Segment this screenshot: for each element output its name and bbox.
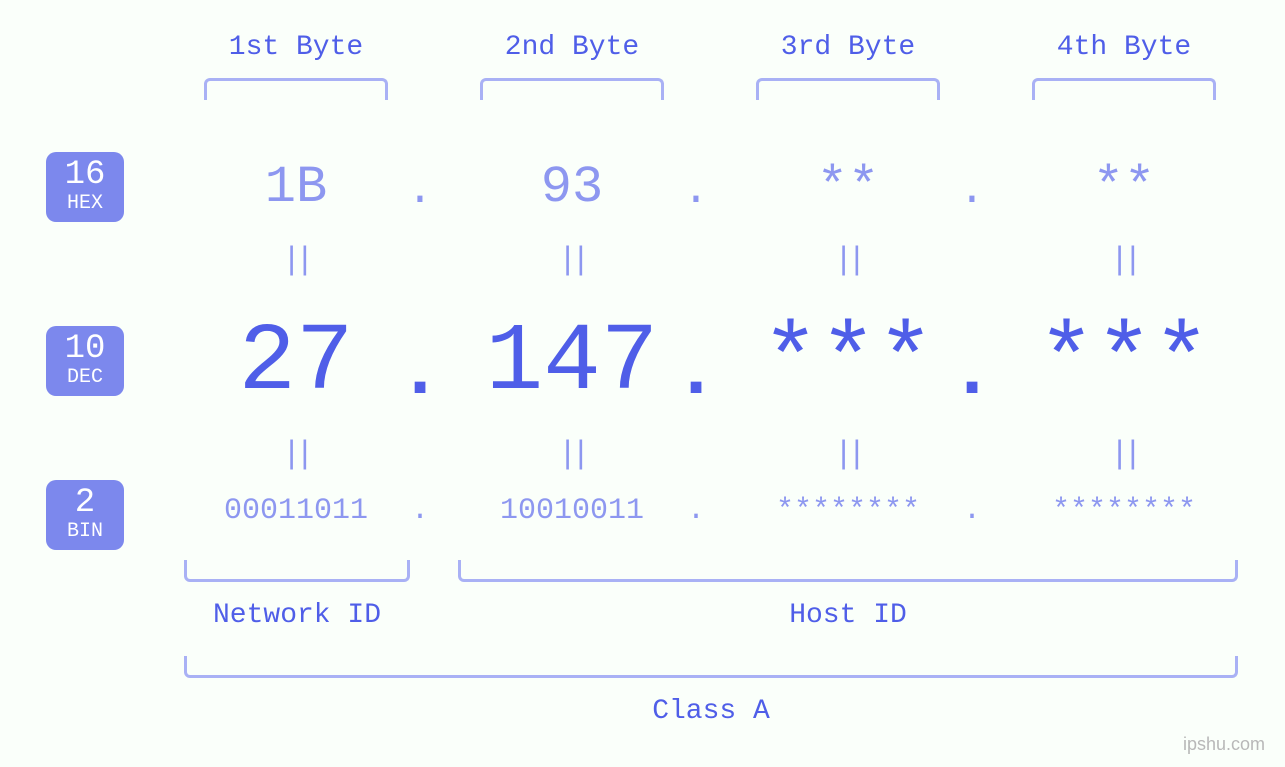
- byte-header-1: 1st Byte: [182, 32, 410, 63]
- byte-bracket-3: [756, 78, 940, 100]
- hex-dot-3: .: [952, 166, 992, 216]
- dec-byte-1: 27: [182, 308, 410, 417]
- byte-header-2: 2nd Byte: [458, 32, 686, 63]
- byte-bracket-4: [1032, 78, 1216, 100]
- equals-2-2: ||: [558, 436, 584, 473]
- equals-1-4: ||: [1110, 242, 1136, 279]
- byte-header-3: 3rd Byte: [734, 32, 962, 63]
- bin-dot-1: .: [408, 494, 432, 528]
- dec-byte-2: 147: [458, 308, 686, 417]
- label-host: Host ID: [458, 600, 1238, 631]
- badge-hex-num: 16: [46, 158, 124, 192]
- dec-dot-1: .: [394, 330, 446, 416]
- equals-1-1: ||: [282, 242, 308, 279]
- hex-byte-1: 1B: [182, 158, 410, 217]
- badge-bin: 2 BIN: [46, 480, 124, 550]
- equals-2-3: ||: [834, 436, 860, 473]
- badge-hex: 16 HEX: [46, 152, 124, 222]
- hex-byte-3: **: [734, 158, 962, 217]
- hex-byte-4: **: [1010, 158, 1238, 217]
- dec-dot-3: .: [946, 330, 998, 416]
- dec-byte-4: ***: [1010, 308, 1238, 417]
- equals-1-2: ||: [558, 242, 584, 279]
- bracket-network: [184, 560, 410, 582]
- label-network: Network ID: [184, 600, 410, 631]
- badge-hex-txt: HEX: [46, 194, 124, 214]
- badge-dec: 10 DEC: [46, 326, 124, 396]
- hex-dot-1: .: [400, 166, 440, 216]
- badge-dec-num: 10: [46, 332, 124, 366]
- bin-byte-3: ********: [720, 494, 976, 528]
- bin-byte-2: 10010011: [444, 494, 700, 528]
- byte-bracket-1: [204, 78, 388, 100]
- bracket-class: [184, 656, 1238, 678]
- equals-1-3: ||: [834, 242, 860, 279]
- hex-dot-2: .: [676, 166, 716, 216]
- dec-byte-3: ***: [734, 308, 962, 417]
- equals-2-4: ||: [1110, 436, 1136, 473]
- badge-bin-num: 2: [46, 486, 124, 520]
- hex-byte-2: 93: [458, 158, 686, 217]
- label-class: Class A: [184, 696, 1238, 727]
- dec-dot-2: .: [670, 330, 722, 416]
- byte-header-4: 4th Byte: [1010, 32, 1238, 63]
- byte-bracket-2: [480, 78, 664, 100]
- equals-2-1: ||: [282, 436, 308, 473]
- ip-diagram: 1st Byte 2nd Byte 3rd Byte 4th Byte 16 H…: [0, 0, 1285, 767]
- watermark: ipshu.com: [1183, 734, 1265, 755]
- bin-dot-2: .: [684, 494, 708, 528]
- badge-dec-txt: DEC: [46, 368, 124, 388]
- bin-dot-3: .: [960, 494, 984, 528]
- badge-bin-txt: BIN: [46, 522, 124, 542]
- bin-byte-4: ********: [996, 494, 1252, 528]
- bin-byte-1: 00011011: [168, 494, 424, 528]
- bracket-host: [458, 560, 1238, 582]
